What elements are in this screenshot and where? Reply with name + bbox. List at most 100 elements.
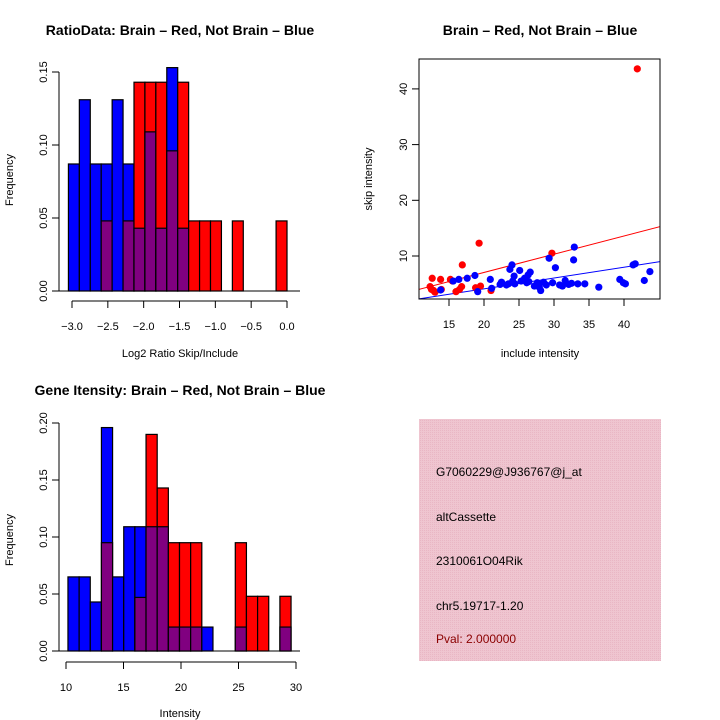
ratio-y-tick-label: 0.05 bbox=[38, 207, 50, 228]
not-brain-point bbox=[581, 280, 589, 288]
overlap-bar bbox=[234, 626, 248, 652]
not-brain-bar bbox=[78, 99, 91, 292]
not-brain-point bbox=[542, 281, 550, 289]
info-panel: G7060229@J936767@j_at altCassette 231006… bbox=[419, 419, 661, 661]
overlap-bar bbox=[134, 596, 147, 652]
not-brain-point bbox=[516, 266, 524, 275]
ratio-x-tick-label: −1.5 bbox=[169, 321, 191, 333]
overlap-bar bbox=[133, 227, 146, 292]
overlap-bar bbox=[145, 526, 158, 652]
brain-bar bbox=[198, 220, 212, 292]
brain-point bbox=[476, 282, 485, 290]
ratio-histogram-title: RatioData: Brain – Red, Not Brain – Blue bbox=[46, 22, 315, 38]
overlap-bar bbox=[155, 227, 168, 292]
overlap-bar bbox=[178, 626, 192, 652]
brain-point bbox=[452, 288, 460, 296]
not-brain-point bbox=[646, 267, 654, 276]
not-brain-bar bbox=[67, 576, 80, 652]
scatter-x-tick-label: 30 bbox=[548, 319, 560, 331]
ratio-x-tick-label: −3.0 bbox=[61, 321, 83, 333]
scatter-y-tick-label: 40 bbox=[398, 83, 410, 95]
info-panel-background bbox=[419, 419, 661, 661]
probe-id-text: G7060229@J936767@j_at bbox=[436, 465, 582, 479]
not-brain-point bbox=[574, 280, 582, 288]
intensity-y-tick-label: 0.10 bbox=[38, 526, 50, 547]
scatter-x-tick-label: 15 bbox=[443, 319, 455, 331]
brain-bar bbox=[188, 220, 201, 292]
intensity-y-tick-label: 0.05 bbox=[38, 583, 50, 604]
overlap-bar bbox=[156, 526, 169, 652]
intensity-x-tick-label: 15 bbox=[117, 682, 129, 694]
not-brain-point bbox=[595, 283, 603, 291]
not-brain-bar bbox=[111, 576, 125, 652]
intensity-histogram-ylabel: Frequency bbox=[4, 514, 16, 566]
scatter-title: Brain – Red, Not Brain – Blue bbox=[443, 22, 638, 38]
not-brain-bar bbox=[78, 576, 91, 652]
intensity-histogram-axes: 0.00 0.05 0.10 0.15 0.20 10 15 20 25 30 bbox=[38, 412, 302, 694]
intensity-x-tick-label: 20 bbox=[175, 682, 187, 694]
scatter-frame bbox=[418, 58, 661, 300]
brain-point bbox=[475, 239, 483, 247]
not-brain-point bbox=[437, 286, 445, 294]
ratio-y-tick-label: 0.00 bbox=[38, 280, 50, 301]
location-text: chr5.19717-1.20 bbox=[436, 599, 524, 613]
brain-point bbox=[428, 274, 436, 282]
intensity-y-tick-label: 0.00 bbox=[38, 640, 50, 661]
not-brain-point bbox=[570, 256, 578, 264]
scatter-x-tick-label: 35 bbox=[583, 319, 595, 331]
not-brain-point bbox=[640, 276, 648, 285]
not-brain-point bbox=[567, 279, 576, 287]
brain-bar bbox=[256, 595, 270, 652]
ratio-histogram-bars bbox=[67, 67, 288, 292]
not-brain-point bbox=[488, 284, 496, 292]
ratio-histogram-axes: 0.00 0.05 0.10 0.15 −3.0 −2.5 −2.0 −1.5 −1.0 −0.5… bbox=[38, 61, 300, 333]
overlap-bar bbox=[166, 150, 179, 292]
intensity-x-tick-label: 30 bbox=[290, 682, 302, 694]
not-brain-point bbox=[497, 278, 506, 286]
not-brain-bar bbox=[123, 526, 136, 652]
overlap-bar bbox=[167, 626, 181, 652]
brain-bar bbox=[209, 220, 223, 292]
not-brain-point bbox=[631, 260, 639, 268]
brain-point bbox=[437, 275, 445, 283]
not-brain-bar bbox=[111, 99, 124, 292]
not-brain-point bbox=[523, 279, 531, 287]
ratio-y-tick-label: 0.15 bbox=[38, 61, 50, 82]
ratio-x-tick-label: −2.0 bbox=[133, 321, 155, 333]
not-brain-bar bbox=[89, 601, 103, 652]
scatter-points-group bbox=[419, 65, 660, 299]
scatter-y-tick-label: 10 bbox=[398, 250, 410, 262]
scatter-panel: Brain – Red, Not Brain – Blue include in… bbox=[363, 22, 661, 360]
intensity-x-tick-label: 25 bbox=[232, 682, 244, 694]
not-brain-point bbox=[486, 275, 494, 283]
overlap-bar bbox=[190, 626, 203, 652]
scatter-plot-area: 15 20 25 30 35 40 10 20 30 40 bbox=[398, 58, 661, 331]
scatter-y-tick-label: 20 bbox=[398, 194, 410, 206]
ratio-x-tick-label: 0.0 bbox=[279, 321, 294, 333]
overlap-bar bbox=[122, 220, 135, 292]
overlap-bar bbox=[100, 220, 113, 292]
intensity-y-tick-label: 0.15 bbox=[38, 469, 50, 490]
scatter-xlabel: include intensity bbox=[501, 348, 580, 360]
not-brain-point bbox=[533, 279, 541, 287]
scatter-x-tick-label: 40 bbox=[618, 319, 630, 331]
not-brain-point bbox=[526, 268, 534, 276]
intensity-histogram-bars bbox=[67, 426, 292, 652]
ratio-histogram-panel: RatioData: Brain – Red, Not Brain – Blue… bbox=[4, 22, 314, 360]
not-brain-point bbox=[463, 274, 471, 282]
brain-bar bbox=[245, 595, 259, 652]
intensity-y-tick-label: 0.20 bbox=[38, 412, 50, 433]
overlap-bar bbox=[144, 131, 157, 292]
brain-point bbox=[633, 65, 641, 73]
scatter-x-tick-label: 20 bbox=[478, 319, 490, 331]
brain-bar bbox=[275, 220, 288, 292]
not-brain-point bbox=[455, 275, 463, 283]
event-type-text: altCassette bbox=[436, 510, 496, 524]
not-brain-point bbox=[551, 264, 560, 272]
brain-point bbox=[458, 261, 466, 269]
scatter-y-tick-label: 30 bbox=[398, 138, 410, 150]
intensity-x-tick-label: 10 bbox=[60, 682, 72, 694]
not-brain-point bbox=[621, 280, 630, 288]
not-brain-bar bbox=[67, 163, 80, 292]
